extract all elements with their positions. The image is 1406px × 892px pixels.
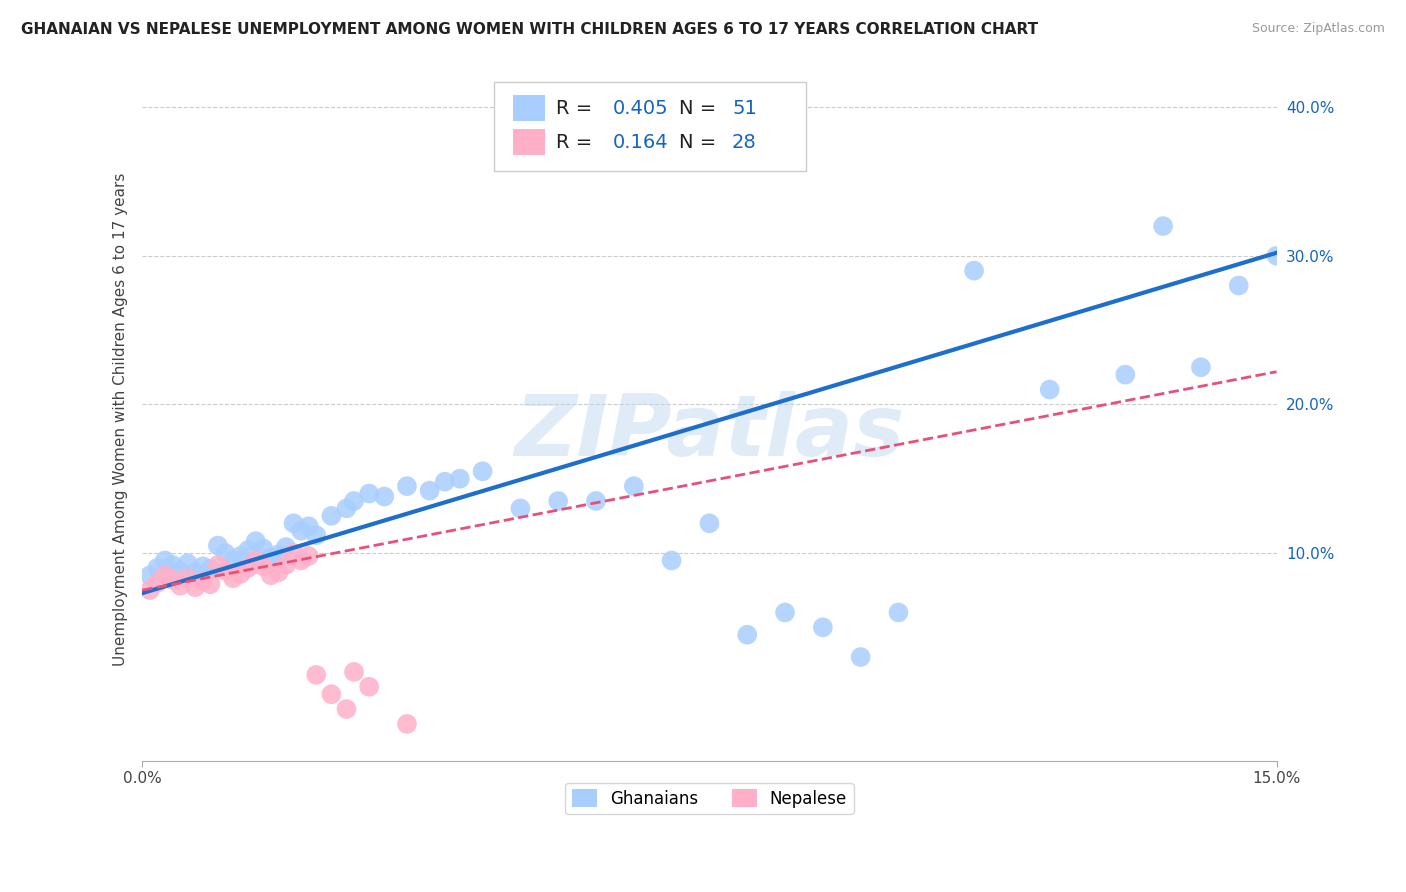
Point: [200, 562, 222, 576]
Point: [887, 606, 910, 620]
Point: [229, 549, 252, 563]
Point: [146, 561, 169, 575]
Point: [139, 568, 162, 582]
Text: N =: N =: [679, 99, 716, 118]
Point: [238, 561, 260, 575]
Text: R =: R =: [557, 133, 592, 152]
Point: [184, 566, 207, 580]
Point: [298, 519, 321, 533]
Point: [335, 702, 357, 716]
Point: [305, 668, 328, 682]
Text: 28: 28: [733, 133, 756, 152]
Point: [162, 558, 184, 572]
Text: 0.405: 0.405: [613, 99, 669, 118]
Point: [267, 566, 290, 580]
Point: [321, 687, 343, 701]
Point: [252, 559, 274, 574]
Point: [811, 620, 834, 634]
Point: [139, 583, 162, 598]
Point: [321, 508, 343, 523]
Legend: Ghanaians, Nepalese: Ghanaians, Nepalese: [565, 783, 853, 814]
Point: [176, 571, 198, 585]
Point: [290, 553, 312, 567]
Point: [433, 475, 456, 489]
Point: [343, 665, 366, 679]
Point: [585, 494, 607, 508]
Point: [849, 650, 872, 665]
Point: [274, 558, 297, 572]
Point: [260, 568, 283, 582]
Point: [395, 479, 418, 493]
Point: [661, 553, 683, 567]
Point: [1227, 278, 1250, 293]
Point: [229, 566, 252, 581]
Point: [169, 579, 191, 593]
FancyBboxPatch shape: [494, 82, 806, 171]
Point: [305, 528, 328, 542]
Point: [153, 568, 176, 582]
Point: [207, 539, 229, 553]
Point: [1114, 368, 1136, 382]
Point: [735, 628, 758, 642]
Point: [245, 553, 267, 567]
Point: [214, 564, 236, 578]
Text: 0.164: 0.164: [613, 133, 669, 152]
Point: [773, 606, 796, 620]
Point: [623, 479, 645, 493]
Point: [260, 550, 283, 565]
Point: [191, 559, 214, 574]
Point: [1265, 249, 1288, 263]
Text: R =: R =: [557, 99, 592, 118]
Point: [449, 472, 471, 486]
Point: [963, 263, 986, 277]
Bar: [513, 95, 546, 121]
Point: [169, 564, 191, 578]
Y-axis label: Unemployment Among Women with Children Ages 6 to 17 years: Unemployment Among Women with Children A…: [114, 172, 128, 666]
Point: [298, 549, 321, 563]
Text: GHANAIAN VS NEPALESE UNEMPLOYMENT AMONG WOMEN WITH CHILDREN AGES 6 TO 17 YEARS C: GHANAIAN VS NEPALESE UNEMPLOYMENT AMONG …: [21, 22, 1038, 37]
Point: [699, 516, 721, 531]
Point: [184, 580, 207, 594]
Point: [214, 546, 236, 560]
Point: [419, 483, 441, 498]
Point: [1152, 219, 1174, 233]
Text: ZIPatlas: ZIPatlas: [515, 392, 904, 475]
Point: [283, 516, 305, 531]
Point: [335, 501, 357, 516]
Point: [359, 486, 381, 500]
Point: [283, 546, 305, 560]
Point: [547, 494, 569, 508]
Text: 51: 51: [733, 99, 756, 118]
Point: [274, 540, 297, 554]
Text: N =: N =: [679, 133, 716, 152]
Point: [146, 575, 169, 590]
Point: [267, 548, 290, 562]
Point: [1039, 383, 1062, 397]
Bar: [513, 129, 546, 155]
Point: [509, 501, 531, 516]
Point: [191, 574, 214, 589]
Point: [176, 557, 198, 571]
Point: [153, 553, 176, 567]
Point: [290, 524, 312, 538]
Point: [162, 573, 184, 587]
Point: [252, 541, 274, 556]
Point: [373, 490, 395, 504]
Point: [222, 553, 245, 567]
Point: [1189, 360, 1212, 375]
Point: [245, 534, 267, 549]
Point: [207, 558, 229, 572]
Point: [359, 680, 381, 694]
Point: [200, 577, 222, 591]
Point: [471, 464, 494, 478]
Point: [343, 494, 366, 508]
Text: Source: ZipAtlas.com: Source: ZipAtlas.com: [1251, 22, 1385, 36]
Point: [222, 571, 245, 585]
Point: [395, 717, 418, 731]
Point: [238, 543, 260, 558]
